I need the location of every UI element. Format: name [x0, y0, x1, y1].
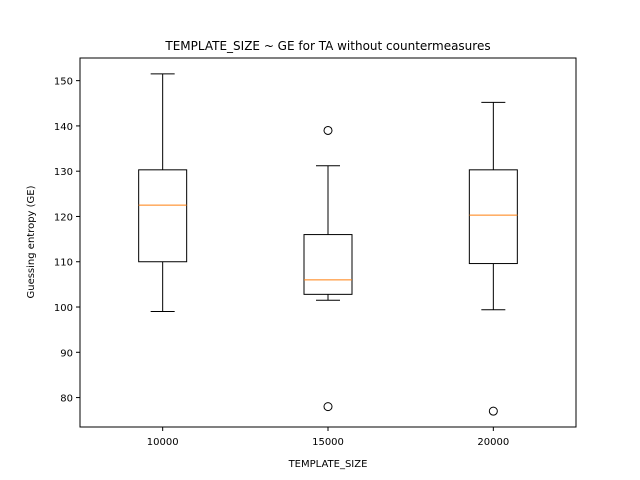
y-tick-label: 140 [54, 122, 73, 133]
y-tick-label: 80 [60, 394, 73, 405]
y-tick-label: 100 [54, 303, 73, 314]
outlier-point [323, 125, 333, 135]
y-tick-label: 90 [60, 348, 73, 359]
x-tick-label: 20000 [477, 437, 509, 448]
outlier-point [488, 406, 498, 416]
y-tick-label: 110 [54, 258, 73, 269]
chart-title: TEMPLATE_SIZE ~ GE for TA without counte… [164, 39, 490, 53]
x-axis-label: TEMPLATE_SIZE [288, 459, 368, 470]
y-tick-label: 150 [54, 77, 73, 88]
y-tick-label: 130 [54, 167, 73, 178]
y-axis-label: Guessing entropy (GE) [26, 185, 37, 298]
x-tick-label: 10000 [147, 437, 179, 448]
y-tick-label: 120 [54, 212, 73, 223]
box-iqr [468, 169, 518, 265]
box-iqr [303, 234, 353, 295]
plot-frame [79, 57, 577, 428]
x-tick-label: 15000 [312, 437, 344, 448]
outlier-point [323, 402, 333, 412]
box-iqr [138, 169, 188, 263]
